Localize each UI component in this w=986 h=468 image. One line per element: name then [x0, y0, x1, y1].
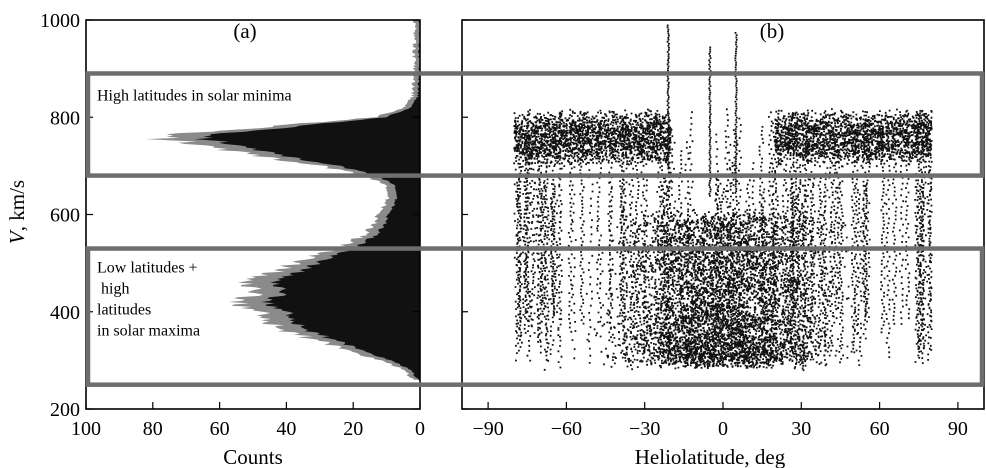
region-label-line: high	[97, 281, 129, 298]
scatter-points	[513, 24, 933, 372]
y-axis-title: V, km/s	[5, 180, 29, 244]
region-label-line: latitudes	[97, 302, 151, 319]
region-frame	[85, 246, 985, 387]
panel-a-label: (a)	[233, 19, 256, 43]
x-tick-label: 40	[276, 418, 296, 440]
x-tick-label: 60	[210, 418, 230, 440]
y-tick-label: 400	[50, 302, 80, 324]
x-tick-label: 20	[343, 418, 363, 440]
region-label-line: Low latitudes +	[97, 260, 198, 277]
x-tick-label: −90	[472, 418, 503, 440]
x-tick-label: 0	[415, 418, 425, 440]
y-axis-title-unit: , km/s	[5, 180, 29, 231]
x-tick-label: 90	[948, 418, 968, 440]
panel-b-label: (b)	[760, 19, 785, 43]
y-tick-label: 800	[50, 107, 80, 129]
x-tick-label: −60	[551, 418, 582, 440]
panel-b-x-axis-title: Heliolatitude, deg	[635, 445, 786, 468]
panel-a-x-axis-title: Counts	[223, 445, 283, 468]
region-frames: High latitudes in solar minima Low latitu…	[85, 71, 985, 387]
y-tick-label: 600	[50, 205, 80, 227]
histogram-core	[194, 20, 420, 380]
x-tick-label: 30	[791, 418, 811, 440]
x-tick-label: 100	[71, 418, 101, 440]
region-label-line: High latitudes in solar minima	[97, 87, 292, 104]
panel-a-data-layer	[146, 20, 420, 380]
panel-b: −90 −60 −30 0 30 60 90 (b) Heliolatitude, deg	[461, 19, 985, 468]
y-axis-title-symbol: V	[5, 229, 29, 244]
panel-b-data-layer	[513, 24, 933, 372]
x-tick-label: 0	[718, 418, 728, 440]
x-tick-label: −30	[629, 418, 660, 440]
x-tick-label: 60	[870, 418, 890, 440]
y-tick-label: 1000	[40, 10, 80, 32]
region-label-line: in solar maxima	[97, 323, 200, 340]
panel-b-ticks: −90 −60 −30 0 30 60 90	[462, 19, 968, 440]
x-tick-label: 80	[143, 418, 163, 440]
region-frame	[85, 71, 985, 178]
y-tick-label: 200	[50, 399, 80, 421]
